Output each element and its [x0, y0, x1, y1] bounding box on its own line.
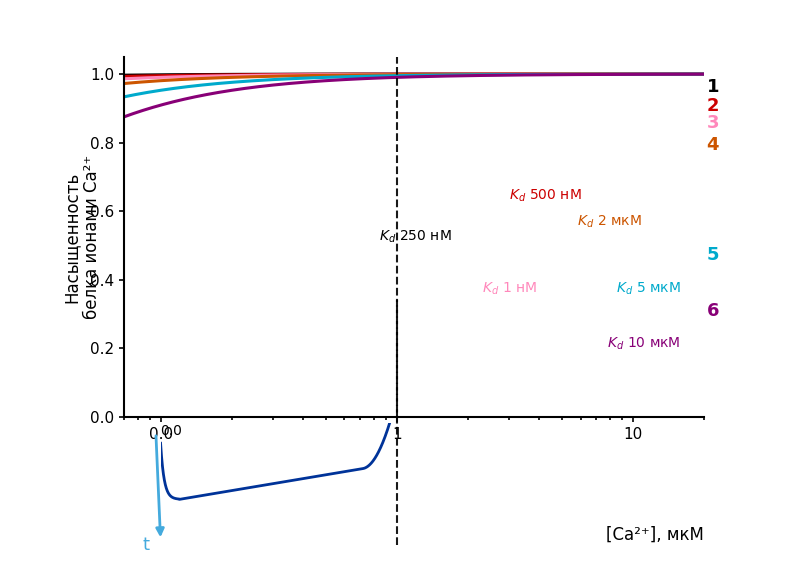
Text: $K_d$ 5 мкМ: $K_d$ 5 мкМ: [616, 280, 681, 296]
Text: 0.0: 0.0: [161, 424, 182, 438]
Text: 4: 4: [706, 136, 719, 154]
Text: $K_d$ 500 нМ: $K_d$ 500 нМ: [510, 187, 582, 204]
Text: 2: 2: [706, 97, 719, 115]
Text: 1: 1: [706, 78, 719, 95]
Text: $K_d$ 2 мкМ: $K_d$ 2 мкМ: [577, 214, 642, 229]
Text: [Ca²⁺], мкМ: [Ca²⁺], мкМ: [606, 525, 704, 544]
Text: 3: 3: [706, 114, 719, 132]
Text: 6: 6: [706, 302, 719, 320]
Text: $K_d$ 1 нМ: $K_d$ 1 нМ: [482, 280, 537, 296]
Text: t: t: [143, 536, 150, 554]
Text: $K_d$ 250 нМ: $K_d$ 250 нМ: [379, 229, 451, 245]
Text: $K_d$ 10 мкМ: $K_d$ 10 мкМ: [607, 335, 681, 352]
Y-axis label: Насыщенность
белка ионами Ca²⁺: Насыщенность белка ионами Ca²⁺: [62, 155, 101, 319]
Text: 5: 5: [706, 246, 719, 264]
